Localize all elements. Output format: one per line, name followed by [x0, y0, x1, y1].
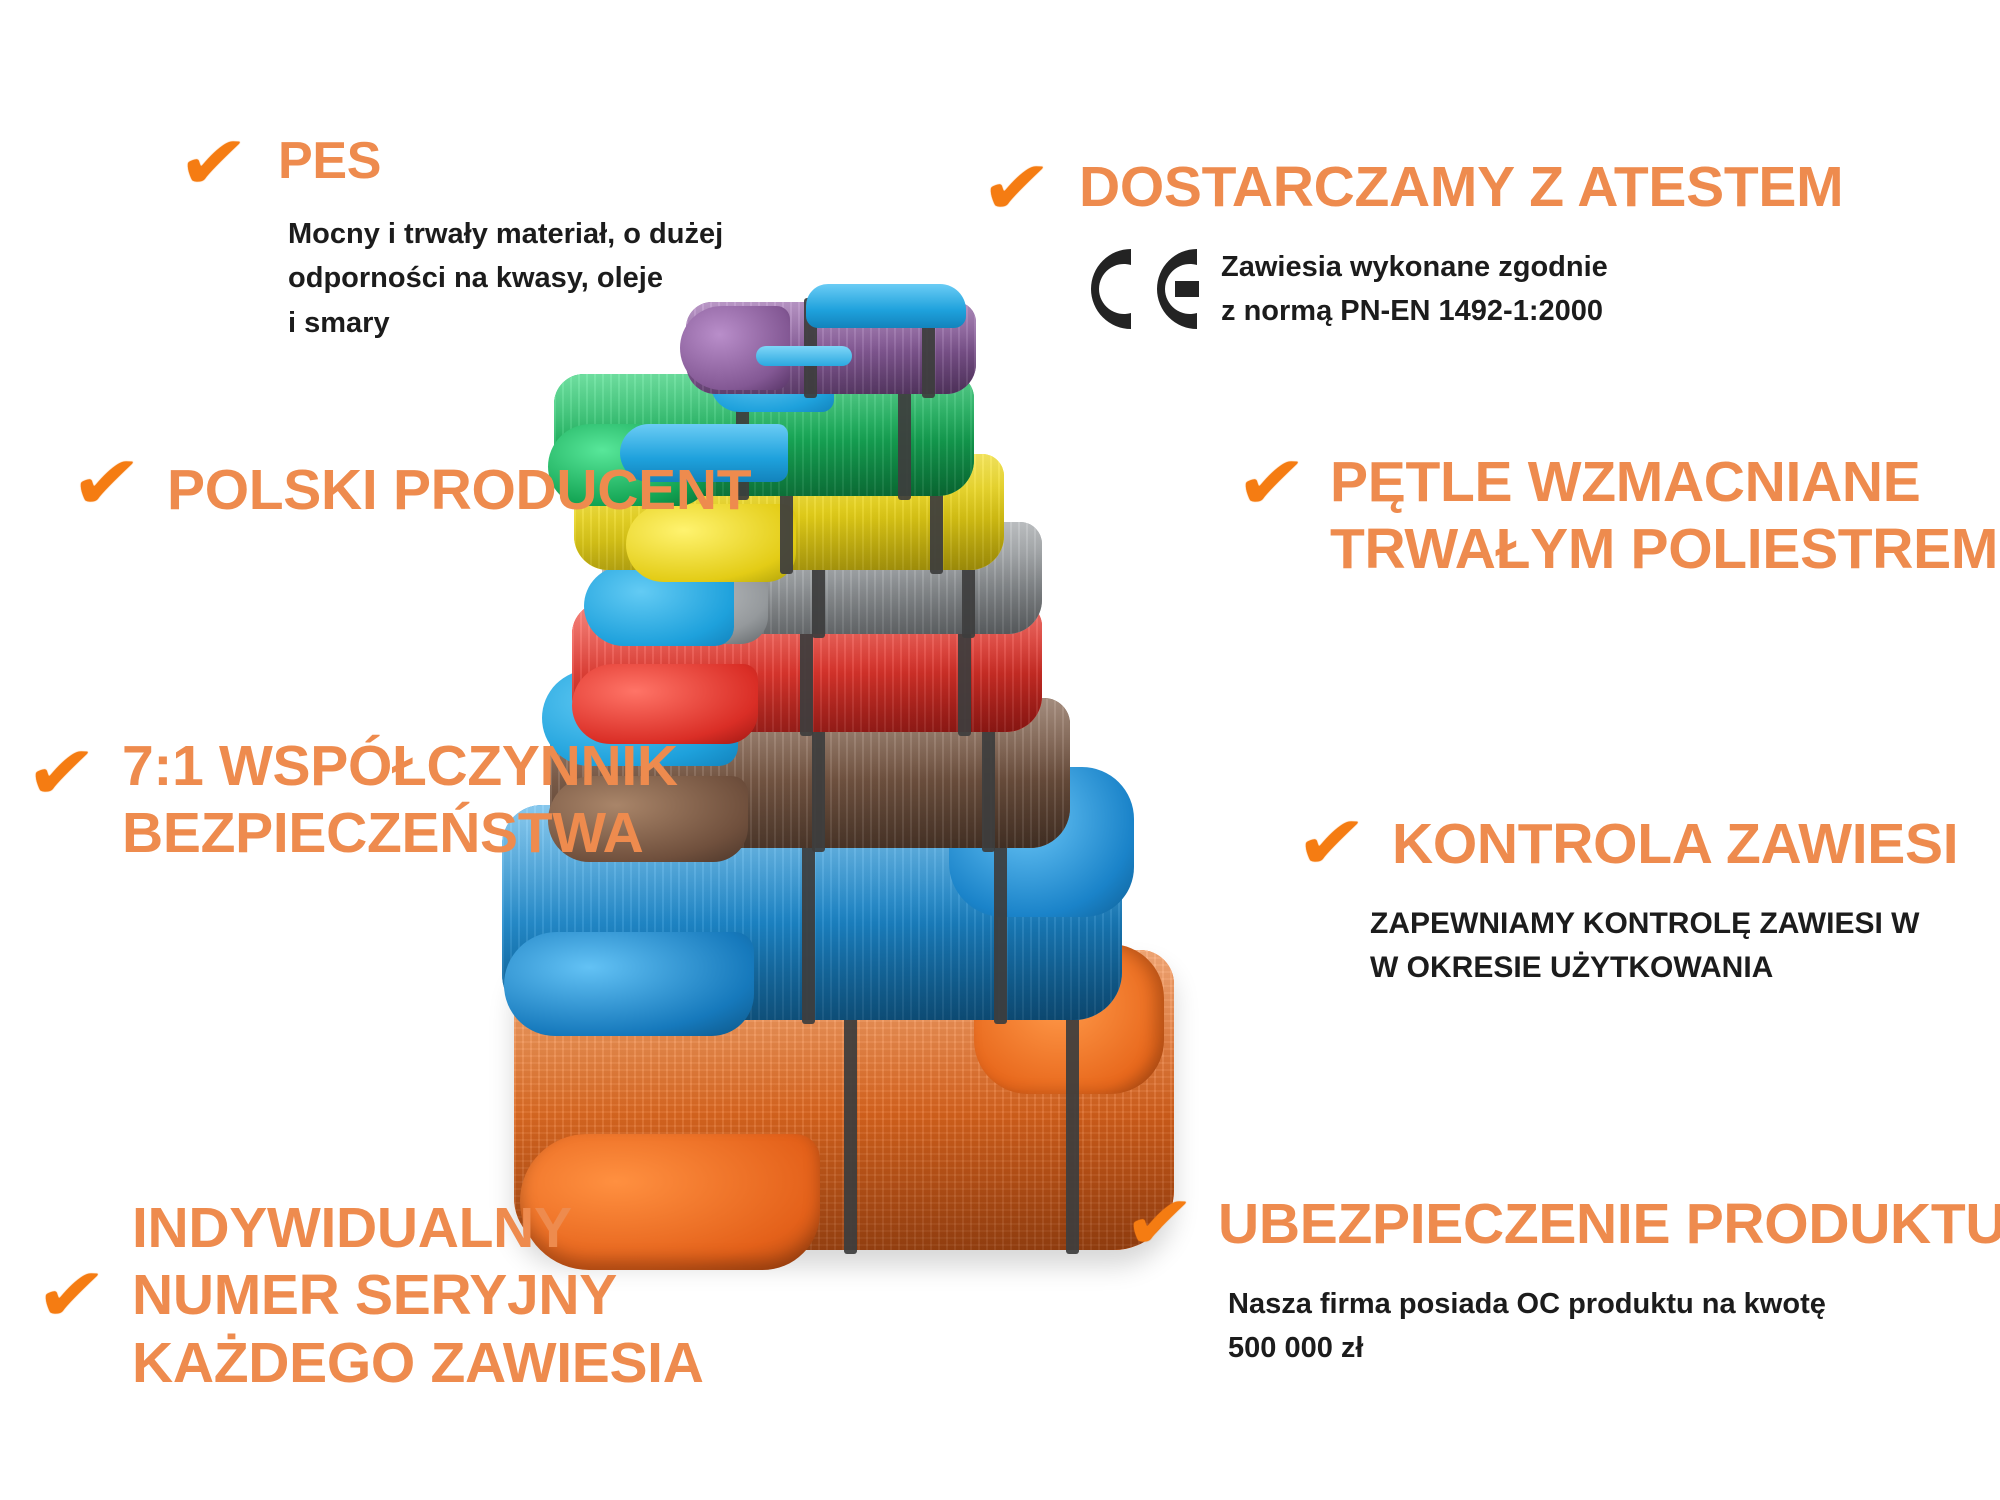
feature-atest-line-1: Zawiesia wykonane zgodnie	[1221, 251, 1608, 284]
sling-fold-red	[572, 664, 758, 744]
product-image-sling-stack	[502, 284, 1290, 1290]
feature-kontrola-zawiesi-heading: KONTROLA ZAWIESI	[1392, 812, 1959, 876]
check-mark-icon: ✔	[1292, 800, 1370, 886]
feature-kontrola-zawiesi-line-1: ZAPEWNIAMY KONTROLĘ ZAWIESI W	[1370, 907, 1920, 941]
feature-pes-line-3: i smary	[288, 306, 390, 339]
feature-atest: ✔ DOSTARCZAMY Z ATESTEM Zawiesia wykonan…	[978, 145, 1844, 340]
feature-ubezpieczenie-line-1: Nasza firma posiada OC produktu na kwotę	[1228, 1288, 1826, 1321]
feature-numer-seryjny-heading-line-1: INDYWIDUALNY	[132, 1196, 572, 1260]
sling-strap-green-2	[898, 370, 911, 500]
feature-wspolczynnik-heading-line-1: 7:1 WSPÓŁCZYNNIK	[122, 734, 678, 798]
feature-pes-heading: PES	[278, 132, 382, 190]
feature-ubezpieczenie: ✔ UBEZPIECZENIE PRODUKTU Nasza firma pos…	[1121, 1180, 2000, 1370]
sling-fold-brown	[548, 776, 748, 862]
feature-petle: ✔ PĘTLE WZMACNIANE TRWAŁYM POLIESTREM	[1233, 440, 1999, 584]
feature-ubezpieczenie-heading: UBEZPIECZENIE PRODUKTU	[1218, 1192, 2000, 1256]
feature-pes-line-2: odporności na kwasy, oleje	[288, 262, 663, 295]
sling-strap-blue-1	[802, 801, 815, 1024]
sling-strap-orange-1	[844, 946, 857, 1254]
feature-wspolczynnik-heading-line-2: BEZPIECZEŃSTWA	[122, 801, 644, 866]
sling-strap-brown-1	[812, 694, 825, 852]
feature-polski-producent: ✔ POLSKI PRODUCENT	[68, 440, 752, 526]
feature-pes-line-1: Mocny i trwały materiał, o dużej	[288, 218, 724, 251]
sling-loop-cyan-purple	[806, 284, 966, 328]
feature-atest-line-2: z normą PN-EN 1492-1:2000	[1221, 295, 1604, 328]
sling-fold-orange	[520, 1134, 820, 1270]
feature-numer-seryjny: ✔ INDYWIDUALNY NUMER SERYJNY KAŻDEGO ZAW…	[33, 1195, 704, 1397]
check-mark-icon: ✔	[1232, 440, 1310, 526]
check-mark-icon: ✔	[22, 730, 100, 816]
feature-wspolczynnik: ✔ 7:1 WSPÓŁCZYNNIK BEZPIECZEŃSTWA	[23, 730, 678, 868]
sling-loop-cyan-purple-inner	[756, 346, 852, 366]
sling-fold-yellow	[626, 504, 796, 582]
check-mark-icon: ✔	[174, 120, 252, 206]
sling-strap-brown-2	[982, 694, 995, 852]
sling-loop-cyan-green	[620, 424, 788, 482]
feature-pes: ✔ PES Mocny i trwały materiał, o dużej o…	[175, 120, 724, 345]
ce-conformity-mark-icon	[1079, 243, 1200, 340]
sling-strap-blue-2	[994, 801, 1007, 1024]
feature-polski-producent-heading: POLSKI PRODUCENT	[167, 458, 752, 522]
feature-petle-heading-line-2: TRWAŁYM POLIESTREM	[1330, 517, 1999, 582]
feature-numer-seryjny-heading-line-3: KAŻDEGO ZAWIESIA	[132, 1330, 704, 1395]
feature-numer-seryjny-heading-line-2: NUMER SERYJNY	[132, 1263, 617, 1328]
sling-fold-blue	[504, 932, 754, 1036]
check-mark-icon: ✔	[67, 440, 145, 526]
feature-kontrola-zawiesi: ✔ KONTROLA ZAWIESI ZAPEWNIAMY KONTROLĘ Z…	[1293, 800, 1959, 989]
check-mark-icon: ✔	[1120, 1180, 1198, 1266]
feature-petle-heading-line-1: PĘTLE WZMACNIANE	[1330, 450, 1921, 514]
feature-kontrola-zawiesi-line-2: W OKRESIE UŻYTKOWANIA	[1370, 950, 1774, 984]
sling-strap-orange-2	[1066, 946, 1079, 1254]
check-mark-icon: ✔	[977, 145, 1055, 231]
check-mark-icon: ✔	[32, 1252, 110, 1338]
feature-ubezpieczenie-line-2: 500 000 zł	[1228, 1332, 1364, 1365]
feature-atest-heading: DOSTARCZAMY Z ATESTEM	[1079, 155, 1844, 219]
